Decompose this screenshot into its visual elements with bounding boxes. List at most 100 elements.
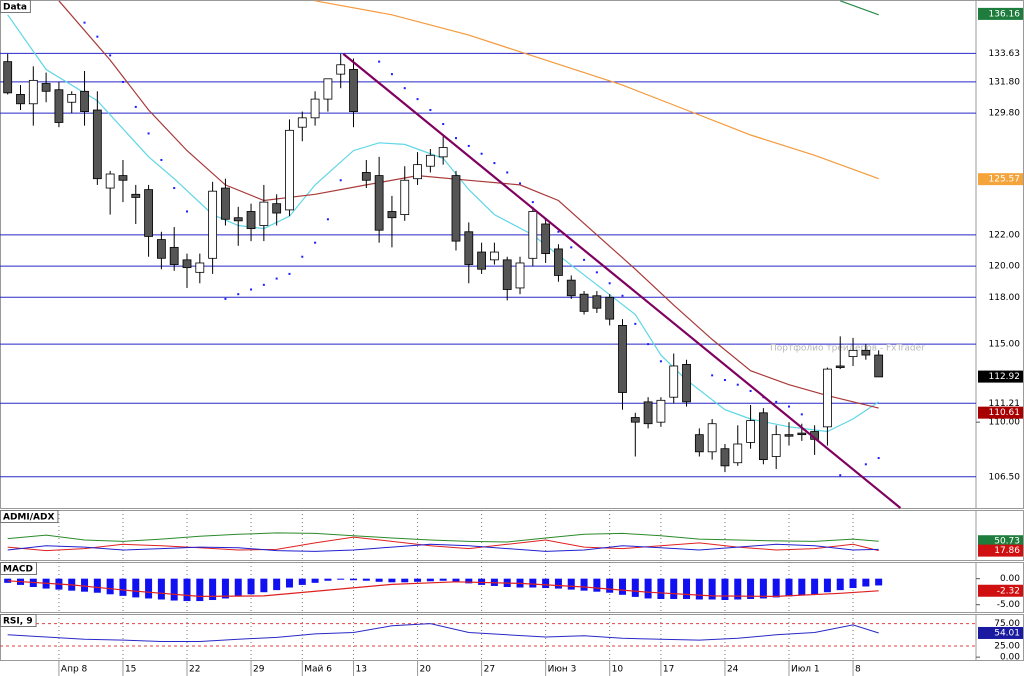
- candle-body: [323, 78, 333, 100]
- macd-bar: [452, 578, 460, 582]
- x-tick-label: 27: [484, 665, 495, 675]
- candle-body: [771, 434, 781, 457]
- candle-body: [3, 61, 13, 94]
- sar-dot: [96, 35, 99, 38]
- sar-dot: [557, 230, 560, 233]
- candle-body: [554, 248, 563, 276]
- indicator-line: [7, 623, 879, 642]
- macd-bar: [362, 578, 370, 581]
- macd-bar: [375, 578, 383, 582]
- price-marker: [978, 7, 1023, 20]
- sar-dot: [173, 187, 176, 190]
- candle-body: [605, 296, 615, 320]
- x-tick-label: Май 6: [304, 665, 332, 675]
- level-label: 106.50: [989, 472, 1021, 482]
- sar-dot: [147, 132, 150, 135]
- candle-body: [490, 251, 499, 261]
- macd-bar: [747, 578, 755, 599]
- macd-bar: [721, 578, 729, 601]
- sar-dot: [877, 457, 880, 460]
- candle-body: [720, 448, 730, 467]
- candle-body: [630, 417, 640, 423]
- candle-body: [221, 187, 230, 220]
- x-tick-label: 15: [125, 665, 136, 675]
- price-marker-label: 112.92: [989, 372, 1021, 382]
- level-label: 131.80: [989, 77, 1021, 87]
- candle-body: [259, 201, 269, 226]
- candle-body: [80, 90, 89, 112]
- moving-average: [58, 0, 879, 409]
- sar-dot: [262, 283, 265, 286]
- watermark: Портфолио трейдеров - FxTrader: [770, 344, 925, 354]
- macd-bar: [849, 578, 857, 589]
- candle-body: [861, 349, 871, 356]
- macd-bar: [401, 578, 409, 583]
- candle-body: [285, 129, 294, 211]
- sar-dot: [416, 98, 419, 101]
- macd-bar: [759, 578, 767, 599]
- sar-dot: [237, 293, 240, 296]
- panel-title: Data: [3, 3, 27, 13]
- panel-title-box: [0, 562, 37, 575]
- sar-dot: [326, 218, 329, 221]
- sar-dot: [480, 152, 483, 155]
- candle-body: [694, 434, 704, 453]
- macd-bar: [529, 578, 537, 588]
- macd-bar: [260, 578, 268, 593]
- macd-bar: [157, 578, 165, 600]
- panel-title-box: [0, 614, 37, 627]
- macd-bar: [465, 578, 473, 584]
- candle-body: [208, 190, 218, 259]
- moving-average: [839, 0, 879, 16]
- macd-bar: [580, 578, 588, 591]
- candle-body: [156, 239, 166, 259]
- y-tick-label: 0.00: [1000, 574, 1020, 584]
- candle-body: [118, 175, 128, 181]
- candle-body: [682, 364, 691, 403]
- y-tick-label: 110.00: [989, 418, 1021, 428]
- y-tick-label: -5.00: [997, 600, 1021, 610]
- candle-body: [169, 246, 179, 265]
- sar-dot: [442, 123, 445, 126]
- candle-body: [797, 432, 807, 436]
- sar-dot: [83, 21, 86, 24]
- sar-dot: [454, 137, 457, 140]
- sar-dot: [531, 201, 534, 204]
- y-tick-label: 25.00: [994, 641, 1020, 651]
- x-tick-label: Июн 3: [548, 665, 577, 675]
- sar-dot: [787, 405, 790, 408]
- macd-bar: [695, 578, 703, 600]
- macd-bar: [657, 578, 665, 599]
- sar-dot: [775, 400, 778, 403]
- sar-dot: [121, 80, 124, 83]
- price-marker: [978, 584, 1023, 597]
- price-marker-label: 110.61: [989, 408, 1021, 418]
- candle-body: [105, 173, 115, 189]
- macd-bar: [875, 578, 883, 586]
- candle-body: [579, 293, 589, 312]
- macd-bar: [567, 578, 575, 590]
- candle-body: [592, 295, 602, 309]
- level-label: 115.00: [989, 340, 1021, 350]
- candle-body: [502, 259, 512, 290]
- sar-dot: [224, 297, 227, 300]
- signal-line: [7, 580, 879, 598]
- candle-body: [425, 154, 435, 167]
- candle-body: [182, 259, 192, 269]
- x-tick-label: Апр 8: [61, 665, 88, 675]
- sar-dot: [160, 158, 163, 161]
- macd-bar: [93, 578, 101, 593]
- candle-body: [310, 98, 320, 119]
- candle-body: [400, 179, 410, 215]
- y-tick-label: 0.00: [1000, 653, 1020, 663]
- x-tick-label: 8: [855, 665, 861, 675]
- sar-dot: [839, 474, 842, 477]
- price-marker-label: 50.73: [994, 537, 1020, 547]
- x-tick-label: 13: [356, 665, 367, 675]
- candle-body: [656, 399, 666, 423]
- price-marker-label: 125.57: [989, 175, 1021, 185]
- macd-bar: [606, 578, 614, 593]
- candle-body: [464, 231, 474, 265]
- candle-body: [438, 147, 448, 158]
- level-label: 133.63: [989, 49, 1021, 59]
